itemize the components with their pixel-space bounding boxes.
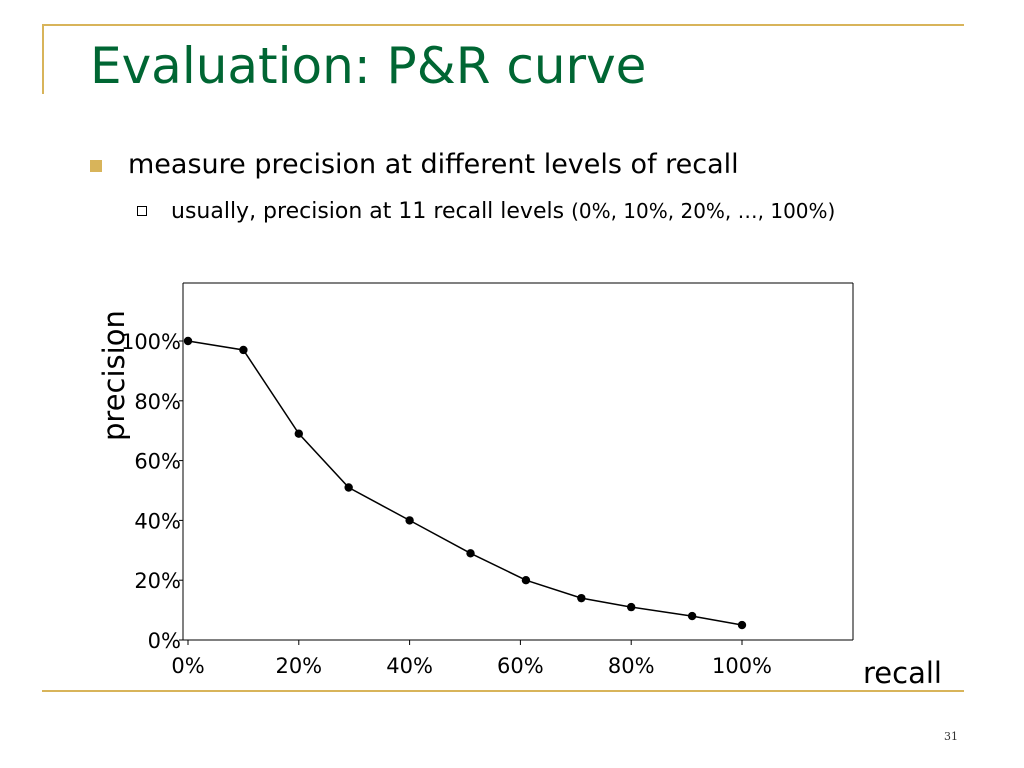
- bullet-2-main-text: usually, precision at 11 recall levels: [171, 199, 572, 224]
- y-tick-label: 60%: [134, 450, 181, 474]
- bullet-1-text: measure precision at different levels of…: [128, 149, 739, 180]
- y-tick-label: 100%: [121, 330, 181, 354]
- y-tick-label: 40%: [134, 509, 181, 533]
- data-point: [183, 336, 193, 346]
- x-tick-label: 0%: [171, 654, 204, 678]
- data-point: [239, 345, 248, 355]
- data-point: [687, 611, 697, 621]
- hollow-square-bullet-icon: [137, 206, 147, 216]
- x-tick-label: 20%: [275, 654, 322, 678]
- y-tick-label: 0%: [148, 629, 181, 653]
- y-tick-label: 80%: [134, 390, 181, 414]
- data-point: [577, 593, 586, 603]
- slide-frame-left-rule: [42, 24, 44, 94]
- data-point: [466, 549, 475, 558]
- slide-frame-bottom-rule: [42, 690, 964, 692]
- bullet-2-text: usually, precision at 11 recall levels (…: [171, 193, 961, 230]
- data-point: [627, 602, 636, 612]
- x-tick-label: 100%: [712, 654, 772, 678]
- x-tick-label: 80%: [608, 654, 655, 678]
- data-point: [521, 576, 531, 585]
- data-point: [294, 429, 303, 438]
- bullet-2-paren-text: (0%, 10%, 20%, …, 100%): [571, 199, 836, 223]
- data-point: [405, 516, 414, 525]
- y-tick-label: 20%: [134, 569, 181, 593]
- data-point: [344, 483, 353, 492]
- precision-recall-line: [187, 340, 743, 626]
- plot-area: 0% 20% 40% 60% 80% 100% 0% 20% 40% 60% 80% 100%: [121, 282, 854, 678]
- y-axis-title: precision: [97, 310, 131, 441]
- slide-title: Evaluation: P&R curve: [90, 37, 647, 95]
- x-tick-label: 40%: [386, 654, 433, 678]
- x-tick-label: 60%: [497, 654, 544, 678]
- x-axis-title: recall: [863, 656, 942, 690]
- slide-frame-top-rule: [42, 24, 964, 26]
- data-point: [737, 620, 747, 630]
- page-number: 31: [944, 730, 958, 743]
- square-bullet-icon: [90, 160, 102, 172]
